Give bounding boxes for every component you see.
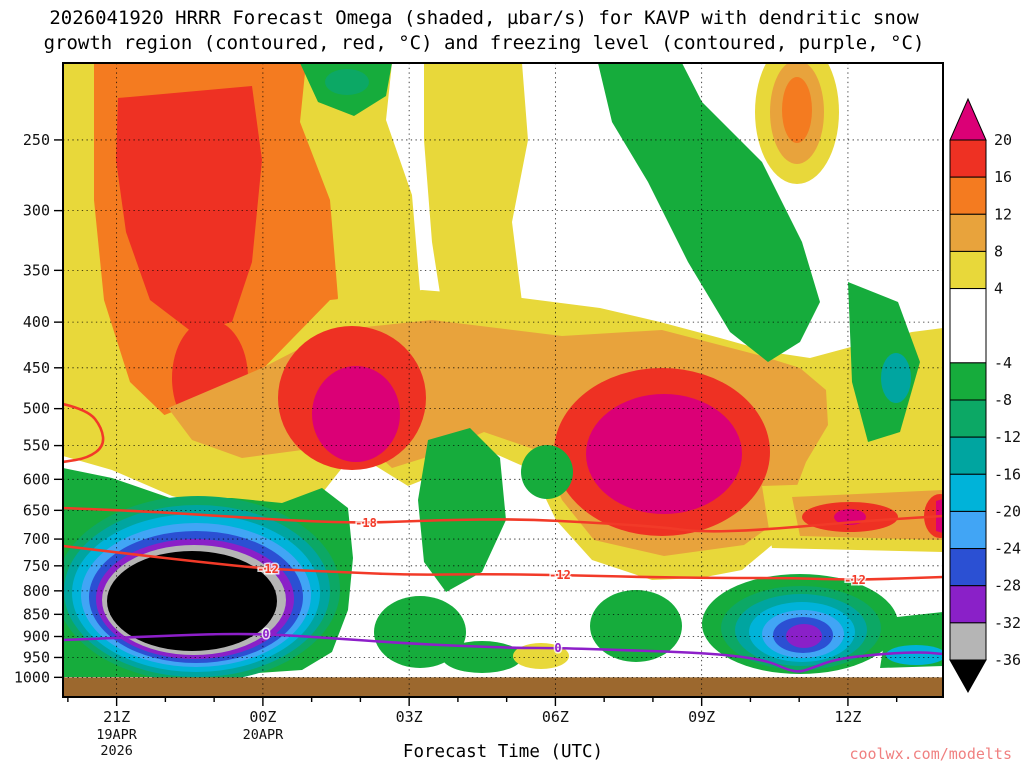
y-tick-label: 300	[23, 202, 50, 220]
contour-label: 0	[554, 641, 561, 655]
fill-region-g	[521, 445, 573, 499]
chart-title: 2026041920 HRRR Forecast Omega (shaded, …	[0, 6, 968, 56]
colorbar-arrow-bottom	[949, 659, 987, 694]
x-tick-sublabel: 20APR	[243, 727, 285, 743]
x-tick-sublabel: 19APR	[96, 727, 138, 743]
fill-region-c	[886, 645, 943, 665]
contour-dendritic-left-edge	[63, 402, 105, 464]
fill-region-g2	[325, 69, 369, 95]
colorbar-segment	[949, 213, 987, 252]
fill-region-g	[598, 63, 820, 362]
surface-band	[63, 677, 943, 697]
title-line-1: 2026041920 HRRR Forecast Omega (shaded, …	[49, 7, 919, 29]
colorbar-label: -16	[994, 465, 1021, 483]
colorbar-label: -28	[994, 577, 1021, 595]
colorbar-segment	[949, 176, 987, 215]
y-tick-label: 900	[23, 628, 50, 646]
y-tick-label: 650	[23, 501, 50, 519]
y-tick-label: 700	[23, 530, 50, 548]
y-tick-label: 850	[23, 605, 50, 623]
contour-label: -12	[844, 573, 866, 587]
colorbar-label: -4	[994, 354, 1012, 372]
contour-dendritic-minus-12	[63, 544, 943, 581]
y-tick-label: 500	[23, 400, 50, 418]
y-axis: 250 300 350 400 450 500 550 600 650 700 750 800 850 9…	[14, 131, 63, 686]
colorbar-label: 20	[994, 131, 1012, 149]
colorbar-label: -24	[994, 540, 1021, 558]
contour-label: -12	[549, 568, 571, 582]
fill-region-y	[513, 643, 569, 669]
y-tick-label: 350	[23, 261, 50, 279]
contour-label: 0	[262, 627, 269, 641]
x-tick-label: 00Z	[249, 708, 276, 726]
gridlines	[63, 63, 943, 697]
plot-frame	[62, 62, 944, 698]
x-tick-label: 21Z	[103, 708, 130, 726]
colorbar-label: -32	[994, 614, 1021, 632]
fill-region-m	[312, 366, 400, 462]
contour-label: -18	[355, 516, 377, 530]
colorbar-segment	[949, 622, 987, 661]
title-line-2: growth region (contoured, red, °C) and f…	[43, 32, 925, 54]
fill-region-t	[881, 353, 911, 403]
fill-region-g	[442, 641, 522, 673]
colorbar-arrow-top	[949, 97, 987, 141]
x-tick-label: 12Z	[834, 708, 861, 726]
contour-label: -12	[257, 562, 279, 576]
watermark-link[interactable]: coolwx.com/modelts	[849, 745, 1012, 763]
colorbar-segment	[949, 399, 987, 438]
contour-freezing-level-0	[63, 632, 943, 673]
fill-region-g	[590, 590, 682, 662]
colorbar-label: 16	[994, 168, 1012, 186]
x-tick-label: 09Z	[688, 708, 715, 726]
x-tick-label: 03Z	[396, 708, 423, 726]
colorbar-label: -36	[994, 651, 1021, 669]
y-tick-label: 1000	[14, 668, 50, 686]
y-tick-label: 750	[23, 557, 50, 575]
fill-region-k	[107, 551, 277, 651]
colorbar-segment	[949, 288, 987, 364]
colorbar-segment	[949, 548, 987, 587]
colorbar-segment	[949, 473, 987, 512]
colorbar-label: -12	[994, 428, 1021, 446]
fill-region-g	[418, 428, 506, 592]
y-tick-label: 250	[23, 131, 50, 149]
x-tick-sublabel: 2026	[100, 743, 133, 759]
x-tick-label: 06Z	[542, 708, 569, 726]
colorbar-segment	[949, 250, 987, 290]
colorbar-label: -8	[994, 391, 1012, 409]
colorbar-label: 8	[994, 242, 1003, 260]
y-tick-label: 400	[23, 313, 50, 331]
contour-lines	[63, 402, 943, 673]
colorbar-label: 4	[994, 280, 1003, 298]
colorbar-segment	[949, 139, 987, 178]
y-tick-label: 550	[23, 437, 50, 455]
colorbar-label: 12	[994, 205, 1012, 223]
colorbar-segment	[949, 436, 987, 475]
y-tick-label: 800	[23, 582, 50, 600]
colorbar-label: -20	[994, 502, 1021, 520]
y-tick-label: 450	[23, 359, 50, 377]
fill-region-g	[848, 282, 920, 442]
colorbar-segment	[949, 362, 987, 401]
colorbar: 20 16 12 8 4 -4 -8 -12 -16 -20 -24 -28 -32 -36	[949, 97, 1021, 694]
fill-region-o	[782, 77, 812, 143]
x-axis-title: Forecast Time (UTC)	[402, 742, 604, 762]
contour-dendritic-minus-18	[63, 506, 943, 533]
colorbar-segment	[949, 585, 987, 624]
fill-region-m	[586, 394, 742, 514]
y-tick-label: 950	[23, 648, 50, 666]
fill-region-p	[786, 624, 822, 648]
colorbar-segment	[949, 510, 987, 550]
y-tick-label: 600	[23, 470, 50, 488]
